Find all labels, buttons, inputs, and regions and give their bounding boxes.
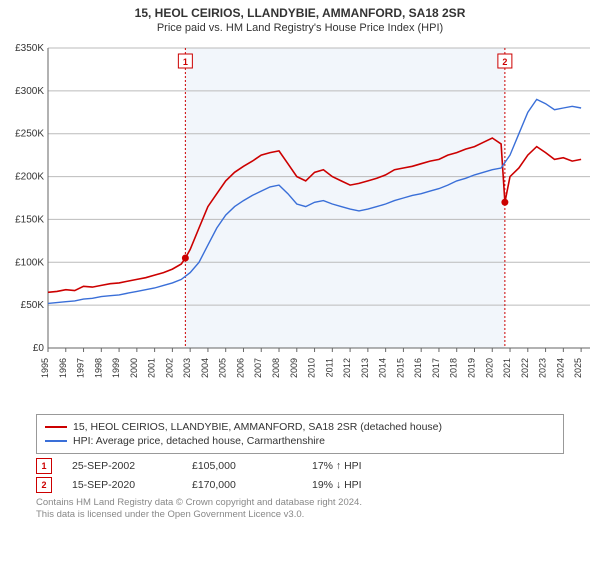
- svg-text:1997: 1997: [76, 358, 86, 378]
- svg-text:£150K: £150K: [15, 214, 44, 225]
- chart-subtitle: Price paid vs. HM Land Registry's House …: [0, 22, 600, 34]
- sales-table: 1 25-SEP-2002 £105,000 17% ↑ HPI 2 15-SE…: [36, 458, 564, 493]
- legend-item-hpi: HPI: Average price, detached house, Carm…: [45, 435, 555, 447]
- legend-swatch-red: [45, 426, 67, 428]
- svg-text:2012: 2012: [342, 358, 352, 378]
- svg-text:2002: 2002: [164, 358, 174, 378]
- svg-text:2022: 2022: [520, 358, 530, 378]
- attribution-line-1: Contains HM Land Registry data © Crown c…: [36, 497, 564, 509]
- legend-label-price-paid: 15, HEOL CEIRIOS, LLANDYBIE, AMMANFORD, …: [73, 421, 442, 433]
- svg-text:2023: 2023: [538, 358, 548, 378]
- attribution-line-2: This data is licensed under the Open Gov…: [36, 509, 564, 521]
- chart-container: 15, HEOL CEIRIOS, LLANDYBIE, AMMANFORD, …: [0, 6, 600, 522]
- svg-text:£300K: £300K: [15, 86, 44, 97]
- svg-text:2: 2: [502, 57, 507, 67]
- svg-text:2010: 2010: [307, 358, 317, 378]
- svg-text:2024: 2024: [555, 358, 565, 378]
- svg-text:1999: 1999: [111, 358, 121, 378]
- svg-text:2016: 2016: [413, 358, 423, 378]
- svg-text:2017: 2017: [431, 358, 441, 378]
- svg-text:2014: 2014: [378, 358, 388, 378]
- sale-marker-2: 2: [36, 477, 52, 493]
- svg-text:2000: 2000: [129, 358, 139, 378]
- sale-row-2: 2 15-SEP-2020 £170,000 19% ↓ HPI: [36, 477, 564, 493]
- svg-text:2009: 2009: [289, 358, 299, 378]
- legend-item-price-paid: 15, HEOL CEIRIOS, LLANDYBIE, AMMANFORD, …: [45, 421, 555, 433]
- sale-date-2: 15-SEP-2020: [72, 479, 172, 491]
- svg-text:2020: 2020: [484, 358, 494, 378]
- svg-text:2011: 2011: [324, 358, 334, 377]
- sale-rel-1: 17% ↑ HPI: [312, 460, 412, 472]
- sale-price-1: £105,000: [192, 460, 292, 472]
- svg-text:2019: 2019: [466, 358, 476, 378]
- svg-text:2025: 2025: [573, 358, 583, 378]
- svg-text:£0: £0: [33, 343, 45, 354]
- svg-text:2013: 2013: [360, 358, 370, 378]
- svg-text:2001: 2001: [147, 358, 157, 378]
- svg-text:1998: 1998: [93, 358, 103, 378]
- svg-text:£350K: £350K: [15, 43, 44, 54]
- svg-text:2003: 2003: [182, 358, 192, 378]
- plot-area: £0 £50K £100K £150K £200K £250K £300K £350K 1995…: [0, 38, 600, 408]
- svg-text:1: 1: [183, 57, 188, 67]
- svg-text:2008: 2008: [271, 358, 281, 378]
- sale-row-1: 1 25-SEP-2002 £105,000 17% ↑ HPI: [36, 458, 564, 474]
- sale-marker-1: 1: [36, 458, 52, 474]
- svg-text:2015: 2015: [395, 358, 405, 378]
- svg-text:1995: 1995: [40, 358, 50, 378]
- svg-text:2006: 2006: [235, 358, 245, 378]
- legend-label-hpi: HPI: Average price, detached house, Carm…: [73, 435, 325, 447]
- svg-text:2018: 2018: [449, 358, 459, 378]
- legend-swatch-blue: [45, 440, 67, 442]
- svg-text:2007: 2007: [253, 358, 263, 378]
- svg-text:£250K: £250K: [15, 129, 44, 140]
- svg-text:£50K: £50K: [21, 300, 45, 311]
- svg-text:£200K: £200K: [15, 172, 44, 183]
- svg-text:£100K: £100K: [15, 257, 44, 268]
- chart-title: 15, HEOL CEIRIOS, LLANDYBIE, AMMANFORD, …: [0, 6, 600, 20]
- chart-svg: £0 £50K £100K £150K £200K £250K £300K £350K 1995…: [0, 38, 600, 408]
- svg-text:2021: 2021: [502, 358, 512, 378]
- svg-text:1996: 1996: [58, 358, 68, 378]
- svg-text:2004: 2004: [200, 358, 210, 378]
- sale-date-1: 25-SEP-2002: [72, 460, 172, 472]
- attribution: Contains HM Land Registry data © Crown c…: [36, 497, 564, 522]
- sale-rel-2: 19% ↓ HPI: [312, 479, 412, 491]
- sale-price-2: £170,000: [192, 479, 292, 491]
- svg-text:2005: 2005: [218, 358, 228, 378]
- legend: 15, HEOL CEIRIOS, LLANDYBIE, AMMANFORD, …: [36, 414, 564, 454]
